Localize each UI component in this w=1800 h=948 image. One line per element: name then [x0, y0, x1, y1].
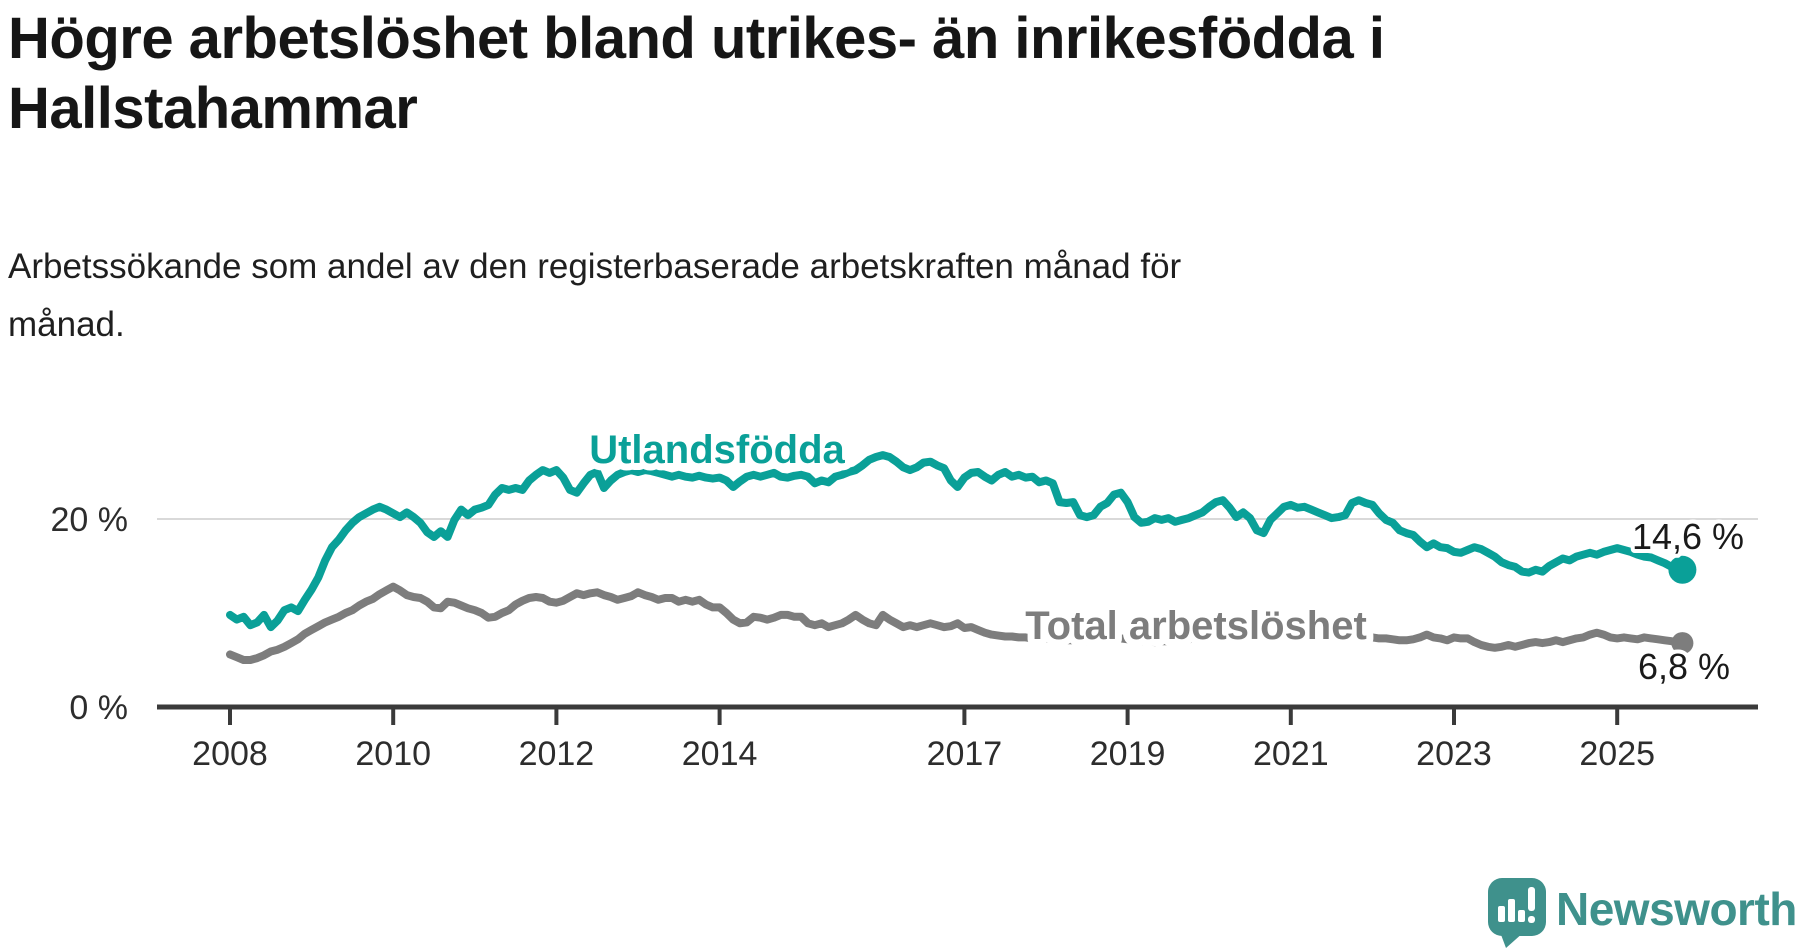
subtitle-line-2: månad.: [8, 304, 125, 344]
x-axis-label-2008: 2008: [192, 735, 268, 773]
end-dot-utlandsfodda: [1668, 555, 1697, 584]
x-axis-label-2021: 2021: [1253, 735, 1329, 773]
header: Högre arbetslöshet bland utrikes- än inr…: [8, 4, 1385, 144]
x-axis-label-2023: 2023: [1416, 735, 1492, 773]
x-axis-label-2014: 2014: [682, 735, 758, 773]
newsworthy-logo: Newsworthy: [1484, 876, 1800, 948]
series-line-total: [226, 582, 1683, 664]
series-line-utlandsfodda: [226, 451, 1683, 632]
title-line-2: Hallstahammar: [8, 76, 418, 142]
newsworthy-wordmark: Newsworthy: [1556, 883, 1796, 935]
end-value-label-utlandsfodda: 14,6 %: [1632, 516, 1744, 557]
chart-subtitle: Arbetssökande som andel av den registerb…: [8, 238, 1181, 354]
title-line-1: Högre arbetslöshet bland utrikes- än inr…: [8, 6, 1385, 71]
end-dot-total: [1671, 632, 1694, 655]
series-label-total: Total arbetslöshet: [1025, 604, 1367, 648]
x-axis-label-2019: 2019: [1090, 735, 1166, 773]
x-axis-label-2010: 2010: [355, 735, 431, 773]
y-axis-label-0: 0 %: [69, 689, 128, 727]
end-value-label-total: 6,8 %: [1638, 646, 1730, 687]
x-axis-label-2012: 2012: [519, 735, 595, 773]
y-axis-label-20: 20 %: [51, 501, 129, 539]
page-title: Högre arbetslöshet bland utrikes- än inr…: [8, 4, 1385, 144]
subtitle-line-1: Arbetssökande som andel av den registerb…: [8, 247, 1182, 286]
x-axis-label-2017: 2017: [927, 735, 1003, 773]
x-axis-label-2025: 2025: [1579, 735, 1655, 773]
series-label-utlandsfodda: Utlandsfödda: [589, 428, 845, 472]
newsworthy-icon: [1488, 878, 1546, 948]
